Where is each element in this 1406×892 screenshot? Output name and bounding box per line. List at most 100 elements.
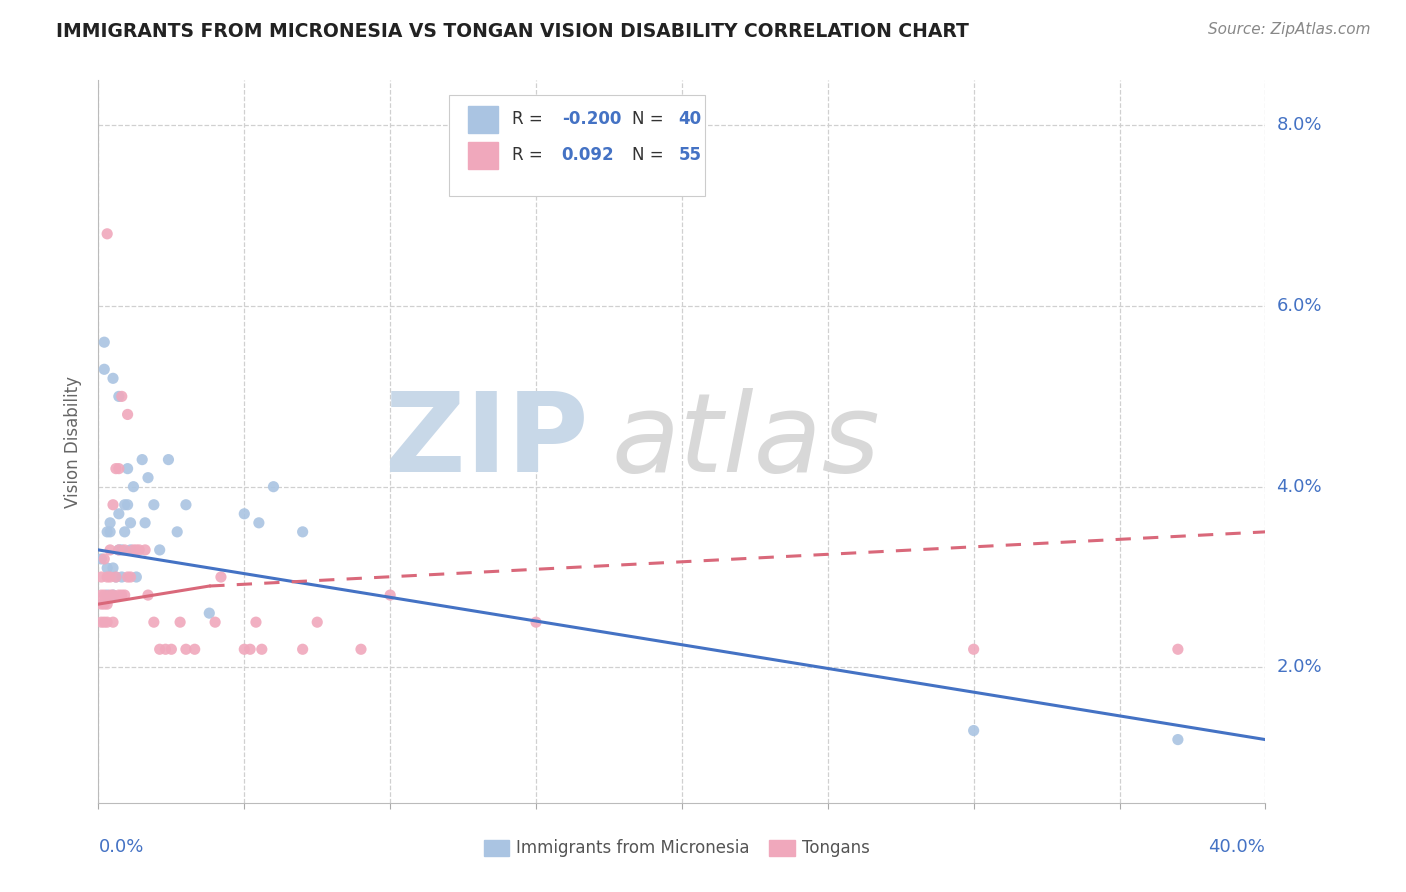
Point <box>291 524 314 539</box>
Point <box>149 542 172 557</box>
Point <box>1167 732 1189 747</box>
Bar <box>468 142 498 169</box>
Point <box>96 615 118 630</box>
Point <box>239 642 262 657</box>
Point <box>142 615 165 630</box>
Point <box>98 516 121 530</box>
Text: N =: N = <box>631 111 669 128</box>
Point <box>122 480 145 494</box>
Point <box>96 524 118 539</box>
Point <box>962 723 984 738</box>
Text: 4.0%: 4.0% <box>1277 478 1322 496</box>
Y-axis label: Vision Disability: Vision Disability <box>65 376 83 508</box>
Point <box>96 570 118 584</box>
Point <box>209 570 232 584</box>
Point <box>114 524 136 539</box>
Point <box>93 552 115 566</box>
Point <box>136 470 159 484</box>
Point <box>233 642 256 657</box>
Point <box>131 452 153 467</box>
Text: 40.0%: 40.0% <box>1209 838 1265 855</box>
Point <box>111 588 134 602</box>
Point <box>114 542 136 557</box>
Point <box>111 389 134 403</box>
Point <box>90 570 112 584</box>
Point <box>90 552 112 566</box>
Point <box>128 542 150 557</box>
Text: Tongans: Tongans <box>801 838 870 856</box>
Point <box>114 498 136 512</box>
Point <box>117 570 139 584</box>
Point <box>380 588 402 602</box>
Point <box>134 542 156 557</box>
Text: Immigrants from Micronesia: Immigrants from Micronesia <box>516 838 749 856</box>
Point <box>245 615 267 630</box>
Point <box>169 615 191 630</box>
Point <box>90 588 112 602</box>
Point <box>111 542 134 557</box>
Point <box>174 498 197 512</box>
Bar <box>468 105 498 133</box>
Point <box>291 642 314 657</box>
Point <box>155 642 177 657</box>
Point <box>96 588 118 602</box>
Point <box>93 362 115 376</box>
Point <box>204 615 226 630</box>
Text: 8.0%: 8.0% <box>1277 117 1322 135</box>
Point <box>233 507 256 521</box>
Point <box>117 498 139 512</box>
Point <box>157 452 180 467</box>
Point <box>101 371 124 385</box>
Text: atlas: atlas <box>612 388 880 495</box>
Point <box>90 597 112 611</box>
Point <box>160 642 183 657</box>
Point <box>122 542 145 557</box>
Point <box>108 542 131 557</box>
Text: IMMIGRANTS FROM MICRONESIA VS TONGAN VISION DISABILITY CORRELATION CHART: IMMIGRANTS FROM MICRONESIA VS TONGAN VIS… <box>56 22 969 41</box>
Point <box>250 642 273 657</box>
Point <box>262 480 284 494</box>
Point <box>93 615 115 630</box>
Point <box>96 561 118 575</box>
Text: 40: 40 <box>679 111 702 128</box>
Point <box>120 542 142 557</box>
Point <box>142 498 165 512</box>
Bar <box>484 839 509 855</box>
Point <box>98 524 121 539</box>
Point <box>101 561 124 575</box>
Point <box>198 606 221 620</box>
Text: -0.200: -0.200 <box>562 111 621 128</box>
Point <box>98 588 121 602</box>
Point <box>93 335 115 350</box>
Point <box>350 642 373 657</box>
Point <box>111 570 134 584</box>
Point <box>134 516 156 530</box>
Point <box>108 542 131 557</box>
Point <box>136 588 159 602</box>
Text: 0.0%: 0.0% <box>98 838 143 855</box>
Point <box>101 588 124 602</box>
FancyBboxPatch shape <box>449 95 706 196</box>
Point <box>1167 642 1189 657</box>
Bar <box>769 839 796 855</box>
Text: 6.0%: 6.0% <box>1277 297 1322 315</box>
Point <box>96 597 118 611</box>
Point <box>104 570 127 584</box>
Point <box>93 597 115 611</box>
Point <box>183 642 205 657</box>
Point <box>149 642 172 657</box>
Point <box>101 588 124 602</box>
Point <box>90 615 112 630</box>
Point <box>93 588 115 602</box>
Point <box>104 461 127 475</box>
Point <box>117 461 139 475</box>
Text: R =: R = <box>512 111 547 128</box>
Point <box>108 588 131 602</box>
Text: 55: 55 <box>679 146 702 164</box>
Text: N =: N = <box>631 146 669 164</box>
Point <box>98 570 121 584</box>
Point <box>101 498 124 512</box>
Point <box>108 507 131 521</box>
Text: ZIP: ZIP <box>385 388 589 495</box>
Text: Source: ZipAtlas.com: Source: ZipAtlas.com <box>1208 22 1371 37</box>
